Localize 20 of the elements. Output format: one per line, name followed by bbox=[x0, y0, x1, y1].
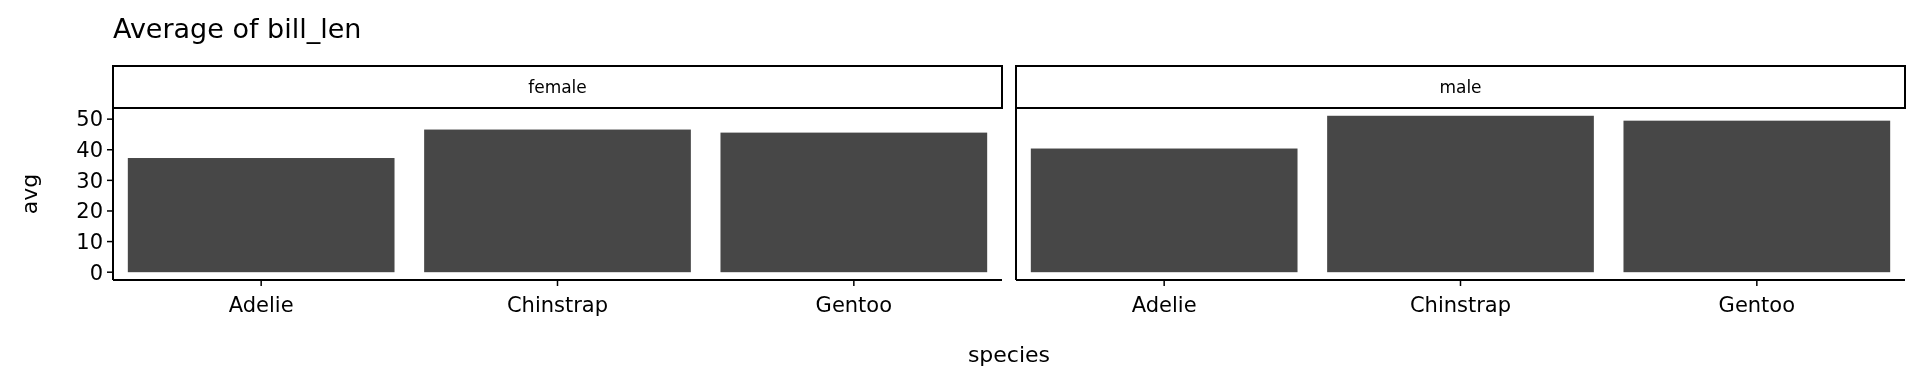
chart-title: Average of bill_len bbox=[113, 13, 362, 44]
y-tick-label: 0 bbox=[89, 260, 103, 285]
x-tick-label: Adelie bbox=[228, 293, 294, 317]
bar bbox=[720, 132, 988, 273]
y-tick-label: 30 bbox=[76, 168, 103, 193]
y-tick-label: 50 bbox=[76, 107, 103, 132]
x-tick-label: Chinstrap bbox=[506, 293, 609, 317]
y-tick-label: 20 bbox=[76, 199, 103, 224]
x-tick-label: Gentoo bbox=[1718, 293, 1796, 317]
bar bbox=[127, 158, 395, 273]
x-axis-title: species bbox=[967, 342, 1051, 367]
y-tick-label: 10 bbox=[76, 229, 103, 254]
chart-subtitle: female bbox=[528, 77, 587, 97]
y-axis-title: avg bbox=[17, 173, 42, 215]
chart-subtitle: male bbox=[1439, 77, 1482, 97]
x-tick-label: Chinstrap bbox=[1409, 293, 1512, 317]
y-tick-label: 40 bbox=[76, 138, 103, 163]
x-tick-label: Gentoo bbox=[815, 293, 893, 317]
x-tick-label: Adelie bbox=[1131, 293, 1197, 317]
bar bbox=[424, 129, 691, 273]
